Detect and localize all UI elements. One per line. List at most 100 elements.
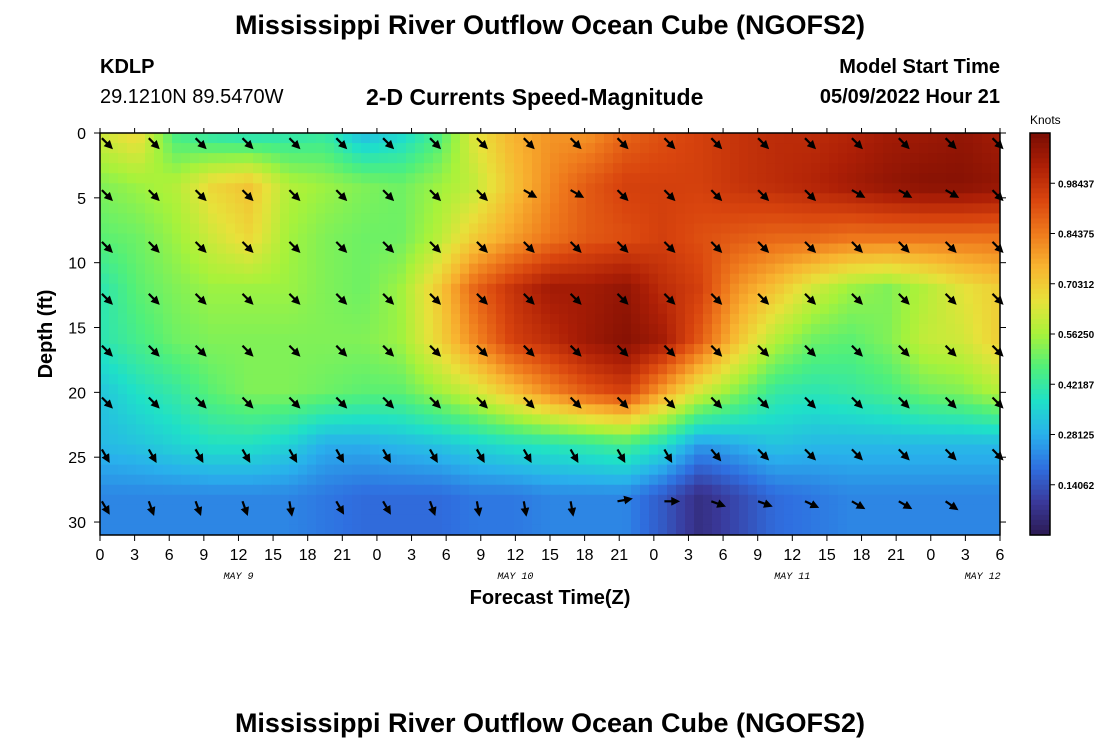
current-vector-arrow <box>616 137 629 150</box>
heatmap-cell <box>532 173 542 184</box>
heatmap-cell <box>937 384 947 395</box>
heatmap-cell <box>388 183 398 194</box>
heatmap-cell <box>793 334 803 345</box>
heatmap-cell <box>901 153 911 164</box>
heatmap-cell <box>946 374 956 385</box>
heatmap-cell <box>442 494 452 506</box>
heatmap-cell <box>766 313 776 325</box>
heatmap-cell <box>235 253 245 265</box>
current-vector-arrow <box>944 448 957 461</box>
heatmap-cell <box>568 434 578 446</box>
heatmap-cell <box>127 283 137 295</box>
heatmap-cell <box>100 404 110 415</box>
heatmap-cell <box>145 153 155 164</box>
heatmap-cell <box>613 143 623 154</box>
heatmap-cell <box>154 494 164 506</box>
heatmap-cell <box>190 424 200 436</box>
current-vector-arrow <box>148 241 160 253</box>
heatmap-cell <box>136 354 146 365</box>
heatmap-cell <box>883 454 893 466</box>
heatmap-cell <box>892 394 902 405</box>
heatmap-cell <box>181 514 191 526</box>
heatmap-cell <box>586 454 596 466</box>
heatmap-cell <box>928 514 938 526</box>
heatmap-cell <box>172 253 182 265</box>
heatmap-cell <box>721 334 731 345</box>
heatmap-cell <box>874 414 884 426</box>
heatmap-cell <box>694 504 704 516</box>
heatmap-cell <box>145 283 155 295</box>
heatmap-cell <box>640 414 650 426</box>
heatmap-cell <box>775 374 785 385</box>
heatmap-cell <box>442 203 452 214</box>
current-vector-arrow <box>476 241 488 253</box>
heatmap-cell <box>190 183 200 194</box>
heatmap-cell <box>388 494 398 506</box>
heatmap-cell <box>532 223 542 235</box>
heatmap-cell <box>910 344 920 355</box>
heatmap-cell <box>982 183 992 194</box>
heatmap-cell <box>730 394 740 405</box>
heatmap-cell <box>469 374 479 385</box>
heatmap-cell <box>829 273 839 285</box>
colorbar-swatch <box>1030 439 1050 446</box>
current-vector-arrow <box>663 293 676 305</box>
heatmap-cell <box>712 504 722 516</box>
heatmap-cell <box>379 223 389 235</box>
heatmap-cell <box>289 133 299 144</box>
current-vector-arrow <box>616 189 629 202</box>
heatmap-cell <box>910 193 920 204</box>
heatmap-cell <box>460 203 470 214</box>
heatmap-cell <box>370 434 380 446</box>
heatmap-cell <box>640 404 650 415</box>
heatmap-cell <box>397 474 407 486</box>
current-vector-arrow <box>101 396 113 409</box>
heatmap-cell <box>424 394 434 405</box>
heatmap-cell <box>451 223 461 235</box>
heatmap-cell <box>883 273 893 285</box>
heatmap-cell <box>829 213 839 225</box>
heatmap-cell <box>442 364 452 375</box>
current-vector-arrow <box>240 500 249 516</box>
heatmap-cell <box>379 354 389 365</box>
heatmap-cell <box>640 283 650 295</box>
heatmap-cell <box>163 474 173 486</box>
heatmap-cell <box>217 434 227 446</box>
heatmap-cell <box>109 384 119 395</box>
heatmap-cell <box>343 454 353 466</box>
heatmap-cell <box>550 313 560 325</box>
heatmap-cell <box>613 293 623 305</box>
heatmap-cell <box>316 183 326 194</box>
heatmap-cell <box>712 173 722 184</box>
heatmap-cell <box>685 384 695 395</box>
heatmap-cell <box>109 203 119 214</box>
heatmap-cell <box>613 213 623 225</box>
heatmap-cell <box>991 303 1000 315</box>
heatmap-cell <box>433 414 443 426</box>
heatmap-cell <box>343 133 353 144</box>
heatmap-cell <box>181 474 191 486</box>
heatmap-cell <box>118 524 128 535</box>
heatmap-cell <box>901 424 911 436</box>
heatmap-cell <box>928 364 938 375</box>
heatmap-cell <box>937 344 947 355</box>
heatmap-cell <box>523 313 533 325</box>
heatmap-cell <box>550 283 560 295</box>
heatmap-cell <box>217 143 227 154</box>
heatmap-cell <box>559 283 569 295</box>
heatmap-cell <box>586 293 596 305</box>
colorbar-swatch <box>1030 339 1050 345</box>
heatmap-cell <box>730 293 740 305</box>
heatmap-cell <box>820 354 830 365</box>
heatmap-cell <box>775 293 785 305</box>
heatmap-cell <box>883 504 893 516</box>
heatmap-cell <box>676 273 686 285</box>
heatmap-cell <box>694 524 704 535</box>
heatmap-cell <box>442 484 452 496</box>
heatmap-cell <box>982 313 992 325</box>
heatmap-cell <box>514 474 524 486</box>
heatmap-cell <box>883 183 893 194</box>
heatmap-cell <box>766 404 776 415</box>
heatmap-cell <box>622 283 632 295</box>
heatmap-cell <box>442 504 452 516</box>
